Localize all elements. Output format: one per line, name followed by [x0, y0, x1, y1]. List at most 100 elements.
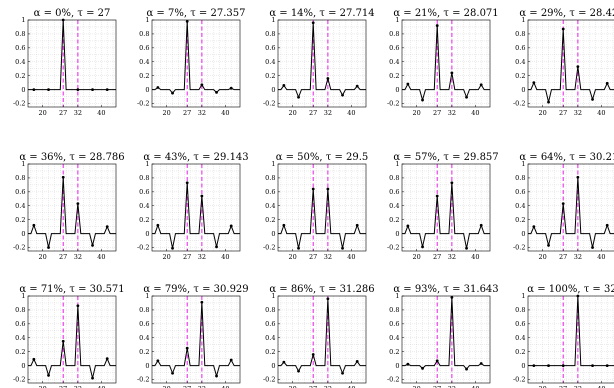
axes-frame [401, 19, 491, 108]
data-point [47, 373, 50, 377]
data-point [76, 88, 80, 91]
y-tick-label: -0.2 [513, 244, 526, 252]
data-point [76, 202, 80, 206]
y-tick-label: 0 [21, 86, 25, 94]
data-point [91, 88, 94, 91]
y-tick-label: -0.2 [137, 244, 150, 252]
x-tick-label: 40 [347, 253, 355, 261]
panel: -0.2 0 0.2 0.4 0.6 0.8 1 20 27 32 40 α = 0%, τ = 27 [13, 8, 117, 117]
y-tick-label: 0.2 [15, 216, 25, 224]
y-tick-label: 0.6 [389, 320, 399, 328]
x-tick-label: 40 [221, 253, 229, 261]
data-point [465, 367, 468, 371]
y-tick-label: 0.8 [389, 306, 399, 314]
y-tick-label: 1 [395, 16, 399, 24]
y-tick-label: 0.6 [15, 188, 25, 196]
y-tick-label: 0 [145, 230, 149, 238]
data-point [355, 223, 359, 227]
data-point [547, 244, 550, 247]
data-point [326, 297, 330, 301]
y-tick-label: 1 [21, 292, 25, 300]
data-point [47, 88, 50, 91]
axes-frame [277, 19, 367, 108]
data-point [297, 95, 300, 99]
y-tick-label: 0.2 [139, 72, 149, 80]
panel-title: α = 14%, τ = 27.714 [269, 8, 374, 19]
panel: -0.2 0 0.2 0.4 0.6 0.8 1 20 27 32 40 α = 93%, τ = 3… [387, 284, 499, 388]
x-tick-label: 27 [433, 385, 441, 388]
data-point [297, 246, 300, 250]
data-point [171, 246, 174, 250]
data-point [171, 371, 174, 375]
signal-trace [278, 298, 366, 375]
y-tick-label: 1 [21, 16, 25, 24]
data-point [326, 187, 330, 191]
data-point [215, 374, 218, 378]
y-tick-label: 0.6 [515, 44, 525, 52]
x-tick-label: 40 [471, 385, 479, 388]
data-point [355, 84, 359, 88]
data-point [532, 225, 536, 229]
data-point [156, 359, 160, 363]
panel-title: α = 0%, τ = 27 [34, 8, 111, 19]
y-tick-label: -0.2 [13, 376, 26, 384]
y-tick-label: 0.8 [15, 174, 25, 182]
y-tick-label: 0.2 [389, 72, 399, 80]
y-tick-label: 0.8 [139, 30, 149, 38]
data-point [341, 246, 344, 250]
y-tick-label: 0.4 [265, 334, 275, 342]
data-point [576, 65, 580, 69]
data-point [105, 225, 109, 229]
y-tick-label: 0.8 [15, 306, 25, 314]
y-tick-label: 0.8 [265, 306, 275, 314]
panel: -0.2 0 0.2 0.4 0.6 0.8 1 20 27 32 40 α = 100%, τ = … [513, 284, 614, 388]
y-tick-label: 0.2 [15, 348, 25, 356]
x-tick-label: 32 [198, 253, 206, 261]
data-point [282, 223, 286, 227]
data-point [421, 245, 424, 249]
y-tick-label: 0.6 [265, 188, 275, 196]
axes-frame [401, 163, 491, 252]
y-tick-label: 0 [271, 86, 275, 94]
x-tick-label: 40 [97, 385, 105, 388]
data-point [105, 88, 109, 91]
y-tick-label: 0.4 [15, 202, 25, 210]
panel: -0.2 0 0.2 0.4 0.6 0.8 1 20 27 32 40 α = 21%, τ = 2… [387, 8, 499, 117]
axes-frame [277, 163, 367, 252]
x-tick-label: 27 [433, 109, 441, 117]
data-point [547, 364, 550, 367]
y-tick-label: 1 [521, 160, 525, 168]
y-tick-label: 0.4 [515, 202, 525, 210]
panel-title: α = 57%, τ = 29.857 [393, 152, 498, 163]
data-point [105, 357, 109, 361]
panel: -0.2 0 0.2 0.4 0.6 0.8 1 20 27 32 40 α = 36%, τ = 2… [13, 152, 125, 261]
y-tick-label: 0 [521, 230, 525, 238]
y-tick-label: 0.4 [265, 58, 275, 66]
panel-title: α = 21%, τ = 28.071 [393, 8, 498, 19]
data-point [450, 71, 454, 75]
data-point [465, 95, 468, 99]
x-tick-label: 20 [39, 109, 47, 117]
data-point [326, 77, 330, 80]
y-tick-label: 0.8 [139, 174, 149, 182]
y-tick-label: 0 [521, 86, 525, 94]
y-tick-label: 0.4 [139, 58, 149, 66]
axes-frame [401, 295, 491, 384]
data-point [200, 83, 204, 87]
data-point [341, 371, 344, 375]
y-tick-label: 0.4 [515, 58, 525, 66]
y-tick-label: 0.6 [139, 44, 149, 52]
y-tick-label: 0.6 [515, 188, 525, 196]
axes-frame [277, 295, 367, 384]
axes-frame [27, 19, 117, 108]
y-tick-label: 1 [395, 160, 399, 168]
x-tick-label: 40 [347, 385, 355, 388]
y-tick-label: 0.6 [265, 44, 275, 52]
x-tick-label: 32 [448, 109, 456, 117]
y-tick-label: 0.6 [389, 44, 399, 52]
panel-title: α = 79%, τ = 30.929 [143, 284, 248, 295]
y-tick-label: 0.6 [15, 320, 25, 328]
y-tick-label: 1 [271, 160, 275, 168]
y-tick-label: 0.2 [265, 72, 275, 80]
data-point [450, 181, 454, 185]
